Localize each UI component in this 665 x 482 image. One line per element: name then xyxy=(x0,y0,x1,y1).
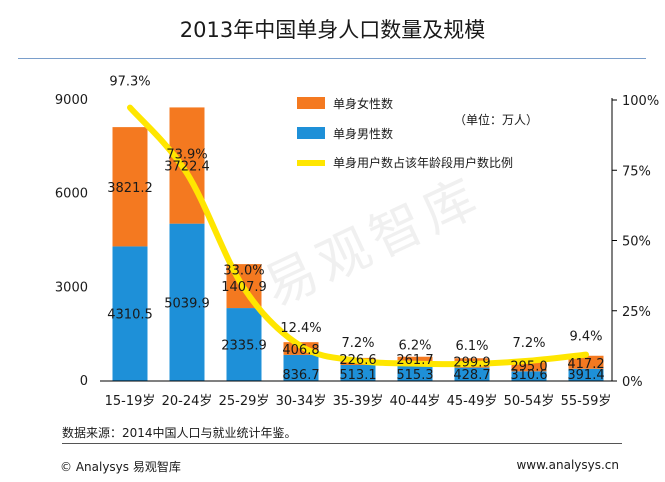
ratio-label: 7.2% xyxy=(512,336,545,351)
y-right-tick-label: 0% xyxy=(622,375,643,390)
bar-label-male: 391.4 xyxy=(567,368,604,383)
y-right-tick-label: 50% xyxy=(622,235,651,250)
bar-label-female: 1407.9 xyxy=(221,280,267,295)
ratio-label: 97.3% xyxy=(109,75,150,90)
bar-male xyxy=(169,223,205,381)
bar-male xyxy=(283,354,319,381)
ratio-label: 33.0% xyxy=(223,263,264,278)
bar-label-female: 3821.2 xyxy=(107,181,153,196)
ratio-label: 6.2% xyxy=(398,339,431,354)
bar-male xyxy=(340,364,376,381)
x-tick-label: 20-24岁 xyxy=(162,394,213,409)
y-right-tick-label: 75% xyxy=(622,164,651,179)
labels-layer: 97.3% 73.9% 33.0% 12.4% 7.2% 6.2% 6.1% 7.2% 9.4%… xyxy=(107,75,604,383)
legend-label-male: 单身男性数 xyxy=(333,126,393,141)
bar-label-female: 295.0 xyxy=(510,359,547,374)
x-tick-label: 35-39岁 xyxy=(333,394,384,409)
x-tick-label: 25-29岁 xyxy=(219,394,270,409)
bar-label-female: 406.8 xyxy=(282,343,319,358)
ratio-label: 6.1% xyxy=(455,339,488,354)
unit-note: （单位：万人） xyxy=(454,112,538,127)
bar-male xyxy=(226,308,262,381)
bar-label-male: 515.3 xyxy=(396,368,433,383)
y-right-tick-label: 25% xyxy=(622,305,651,320)
bar-female xyxy=(568,355,604,369)
y-left-tick-label: 3000 xyxy=(55,280,88,295)
copyright: © Analysys 易观智库 xyxy=(60,460,181,474)
data-source: 数据来源：2014中国人口与就业统计年鉴。 xyxy=(62,426,297,440)
y-left-tick-label: 6000 xyxy=(55,187,88,202)
bar-female xyxy=(112,127,148,247)
x-tick-label: 55-59岁 xyxy=(561,394,612,409)
x-tick-label: 45-49岁 xyxy=(447,394,498,409)
ratio-label: 9.4% xyxy=(569,330,602,345)
bar-label-female: 226.6 xyxy=(339,353,376,368)
legend-swatch-female xyxy=(297,97,325,109)
bar-male xyxy=(397,364,433,381)
bar-label-male: 310.6 xyxy=(510,368,547,383)
legend-label-ratio: 单身用户数占该年龄段用户数比例 xyxy=(333,155,513,170)
bar-label-male: 4310.5 xyxy=(107,308,153,323)
bar-label-female: 3722.4 xyxy=(164,160,210,175)
bar-male xyxy=(511,371,547,381)
bar-male xyxy=(568,368,604,381)
chart-title: 2013年中国单身人口数量及规模 xyxy=(179,18,486,42)
bar-label-male: 428.7 xyxy=(453,368,490,383)
bar-male xyxy=(454,367,490,381)
ratio-line-layer xyxy=(127,104,589,368)
source-divider xyxy=(62,443,622,444)
bar-female xyxy=(169,107,205,224)
bar-label-female: 261.7 xyxy=(396,353,433,368)
ratio-label: 7.2% xyxy=(341,336,374,351)
x-tick-label: 15-19岁 xyxy=(105,394,156,409)
legend-swatch-male xyxy=(297,127,325,139)
ratio-label: 12.4% xyxy=(280,321,321,336)
legend: 单身女性数 单身男性数 单身用户数占该年龄段用户数比例 （单位：万人） xyxy=(297,96,538,170)
y-left-tick-label: 0 xyxy=(80,374,88,389)
bar-female xyxy=(511,362,547,372)
bar-label-male: 2335.9 xyxy=(221,339,267,354)
website-link[interactable]: www.analysys.cn xyxy=(516,458,619,472)
bar-label-female: 417.2 xyxy=(567,357,604,372)
bars-layer xyxy=(112,107,604,381)
bar-label-female: 299.9 xyxy=(453,356,490,371)
bar-label-male: 836.7 xyxy=(282,368,319,383)
axes-layer: 0 3000 6000 9000 0% 25% 50% 75% 100% 15-19岁 20-24岁… xyxy=(55,93,659,409)
bar-label-male: 513.1 xyxy=(339,368,376,383)
ratio-label: 73.9% xyxy=(166,147,207,162)
bar-label-male: 5039.9 xyxy=(164,296,210,311)
y-left-tick-label: 9000 xyxy=(55,93,88,108)
y-right-tick-label: 100% xyxy=(622,94,659,109)
bar-male xyxy=(112,246,148,381)
x-tick-label: 40-44岁 xyxy=(390,394,441,409)
legend-label-female: 单身女性数 xyxy=(333,96,393,111)
x-tick-label: 30-34岁 xyxy=(276,394,327,409)
x-tick-label: 50-54岁 xyxy=(504,394,555,409)
ratio-line xyxy=(127,104,589,368)
title-divider xyxy=(18,58,646,59)
